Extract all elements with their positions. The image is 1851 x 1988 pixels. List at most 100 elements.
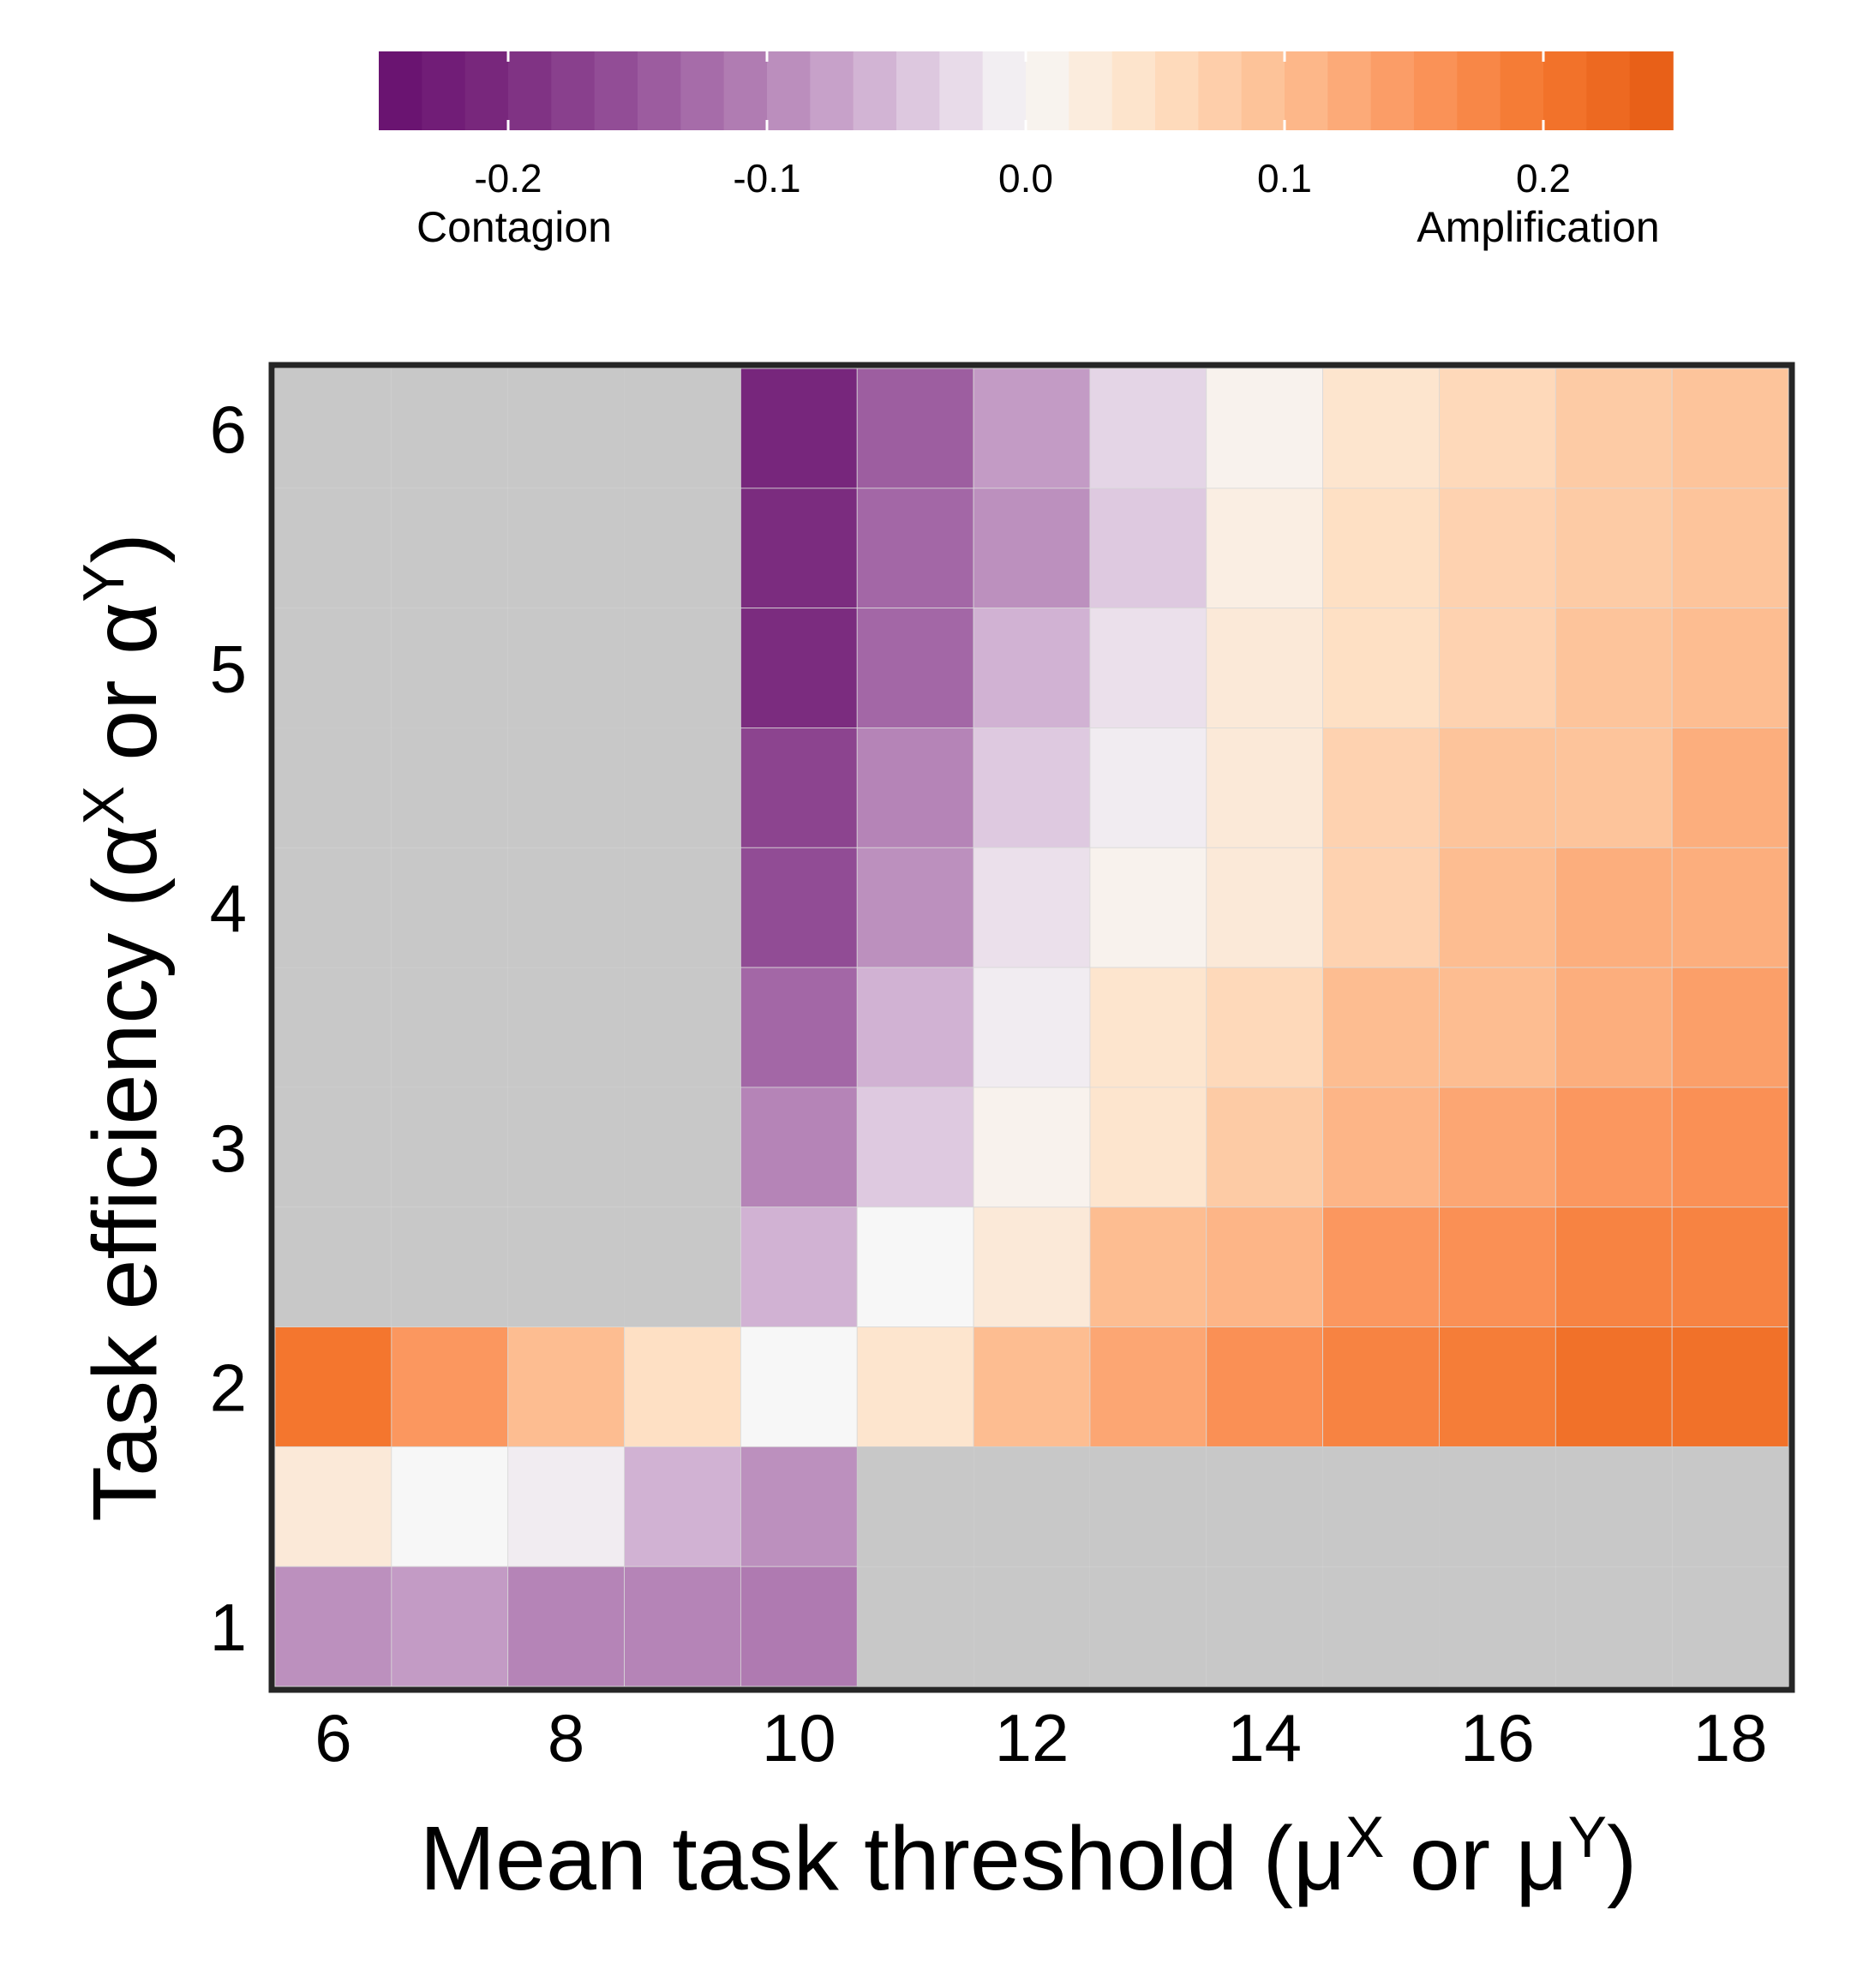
colorbar-segment — [853, 51, 897, 130]
heatmap-cell-missing — [1322, 1446, 1440, 1567]
colorbar-label-contagion: Contagion — [416, 203, 612, 251]
heatmap-cell — [740, 1207, 858, 1327]
heatmap-cell-missing — [624, 608, 741, 728]
heatmap-cell-missing — [624, 488, 741, 608]
heatmap-cell — [1322, 1207, 1440, 1327]
colorbar-segment — [1370, 51, 1415, 130]
colorbar-segment — [594, 51, 638, 130]
heatmap-cell — [1206, 728, 1324, 848]
heatmap-cell — [856, 1326, 974, 1447]
plot-frame — [268, 362, 1795, 1693]
heatmap-cell-missing — [391, 967, 508, 1087]
colorbar-tick-label: 0.1 — [1257, 156, 1312, 201]
heatmap-cell — [1671, 368, 1789, 489]
heatmap-cell — [391, 1326, 509, 1447]
heatmap-cell — [740, 368, 858, 489]
heatmap-cell — [1322, 1326, 1440, 1447]
y-tick-label: 2 — [210, 1350, 247, 1425]
heatmap-cell — [740, 967, 858, 1088]
y-tick-labels: 1 2 3 4 5 6 — [210, 392, 247, 1665]
heatmap-cell — [1439, 368, 1556, 489]
heatmap-cell — [1206, 608, 1324, 728]
heatmap-cell — [1439, 847, 1556, 968]
heatmap-cell — [1322, 1087, 1440, 1208]
heatmap-cell-missing — [275, 1087, 392, 1207]
heatmap-cell-missing — [507, 368, 625, 488]
heatmap-cell — [1089, 847, 1207, 968]
heatmap-cell — [973, 847, 1091, 968]
heatmap-cell — [1439, 1207, 1556, 1327]
heatmap-cell — [1554, 368, 1673, 489]
heatmap-cell-missing — [1322, 1566, 1440, 1686]
heatmap-cell — [1322, 608, 1440, 728]
colorbar-segment — [680, 51, 725, 130]
heatmap-cell-missing — [275, 608, 392, 728]
heatmap-cell — [856, 847, 974, 968]
colorbar-segment — [1069, 51, 1113, 130]
heatmap-cell — [1671, 1207, 1789, 1327]
heatmap-cell-missing — [624, 967, 741, 1087]
colorbar-segment — [638, 51, 682, 130]
heatmap-cell — [1089, 1087, 1207, 1208]
heatmap-cell — [1554, 1326, 1673, 1447]
heatmap-cell-missing — [1672, 1566, 1788, 1686]
heatmap-cell — [1089, 728, 1207, 848]
heatmap-cell-missing — [275, 488, 392, 608]
heatmap-cell-missing — [507, 488, 625, 608]
x-axis-title: Mean task threshold (μX or μY) — [420, 1805, 1638, 1909]
y-tick-label: 3 — [210, 1111, 247, 1186]
colorbar-segment — [939, 51, 984, 130]
heatmap-cell — [740, 1446, 858, 1567]
heatmap-cell — [1671, 608, 1789, 728]
heatmap-cell-missing — [507, 967, 625, 1087]
heatmap-cell-missing — [391, 1087, 508, 1207]
colorbar-segment — [1026, 51, 1070, 130]
heatmap-cell-missing — [275, 1207, 392, 1327]
heatmap-cell — [856, 368, 974, 489]
heatmap-cell — [1439, 608, 1556, 728]
x-tick-label: 14 — [1227, 1700, 1302, 1775]
colorbar-segment — [464, 51, 509, 130]
colorbar-segment — [767, 51, 812, 130]
colorbar-segment — [896, 51, 941, 130]
y-tick-label: 4 — [210, 871, 247, 946]
heatmap-cell-missing — [1555, 1566, 1673, 1686]
heatmap-cell-missing — [391, 847, 508, 968]
heatmap-cell — [507, 1326, 625, 1447]
colorbar: -0.2 -0.1 0.0 0.1 0.2 — [379, 51, 1674, 201]
heatmap-cell-missing — [391, 1207, 508, 1327]
heatmap-cell — [740, 1566, 858, 1687]
heatmap-cell — [624, 1566, 741, 1687]
heatmap-cell-missing — [275, 967, 392, 1087]
heatmap-cell — [391, 1566, 509, 1687]
x-tick-label: 6 — [314, 1700, 351, 1775]
heatmap-cell — [1322, 368, 1440, 489]
heatmap-cell — [856, 1207, 974, 1327]
y-tick-label: 5 — [210, 632, 247, 707]
heatmap-cell — [1554, 847, 1673, 968]
heatmap-cell — [973, 1087, 1091, 1208]
heatmap-cell — [1671, 1087, 1789, 1208]
heatmap-cell — [1322, 847, 1440, 968]
colorbar-label-amplification: Amplification — [1417, 203, 1659, 251]
heatmap-cell-missing — [624, 1087, 741, 1207]
heatmap-cell — [1671, 488, 1789, 609]
x-tick-label: 12 — [995, 1700, 1069, 1775]
heatmap-cell-missing — [973, 1566, 1090, 1686]
heatmap-cell — [1554, 1087, 1673, 1208]
heatmap-cell — [1554, 1207, 1673, 1327]
colorbar-segment — [1586, 51, 1631, 130]
heatmap-cell — [1089, 967, 1207, 1088]
heatmap-cell — [973, 967, 1091, 1088]
heatmap-cell — [973, 488, 1091, 609]
heatmap-cell — [1671, 967, 1789, 1088]
heatmap-cell-missing — [1206, 1566, 1323, 1686]
x-tick-label: 8 — [548, 1700, 584, 1775]
colorbar-segment — [551, 51, 596, 130]
colorbar-segment — [508, 51, 553, 130]
heatmap-cell — [973, 368, 1091, 489]
heatmap-cell-missing — [624, 1207, 741, 1327]
heatmap-cell — [973, 1207, 1091, 1327]
heatmap-cell — [1089, 368, 1207, 489]
